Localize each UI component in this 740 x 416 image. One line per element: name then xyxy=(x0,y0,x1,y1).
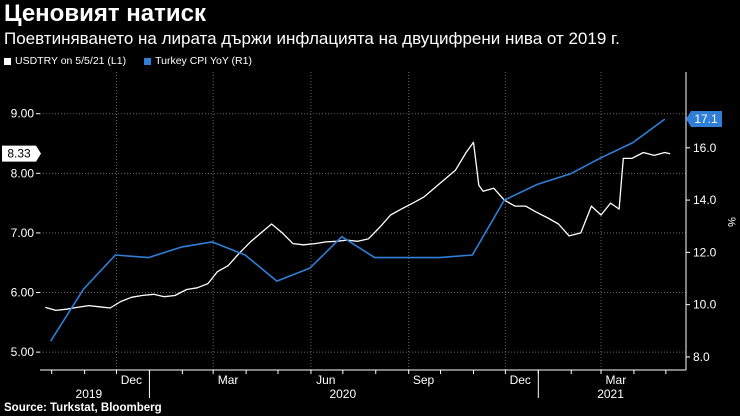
x-year-label: 2019 xyxy=(76,387,103,401)
legend-item-cpi: Turkey CPI YoY (R1) xyxy=(144,55,252,67)
x-tick-label: Sep xyxy=(413,373,435,387)
y-left-tick-label: 9.00 xyxy=(11,107,35,121)
legend-item-usdtry: USDTRY on 5/5/21 (L1) xyxy=(4,55,126,67)
y-left-tick-label: 7.00 xyxy=(11,226,35,240)
series-line-usdtry xyxy=(45,141,671,312)
x-year-label: 2021 xyxy=(597,387,624,401)
last-value-marker-cpi xyxy=(686,111,722,128)
x-tick-label: Mar xyxy=(218,373,239,387)
legend: USDTRY on 5/5/21 (L1) Turkey CPI YoY (R1… xyxy=(4,55,270,67)
source-note: Source: Turkstat, Bloomberg xyxy=(4,402,162,414)
x-tick-label: Jun xyxy=(316,373,335,387)
chart-subtitle: Поевтиняването на лирата държи инфлацият… xyxy=(4,29,620,48)
y-right-tick-label: 10.0 xyxy=(693,298,717,312)
last-value-marker-usdtry xyxy=(2,145,41,162)
y-left-tick-label: 6.00 xyxy=(11,286,35,300)
x-tick-label: Dec xyxy=(121,373,142,387)
last-value-label-usdtry: 8.33 xyxy=(7,147,31,161)
legend-label-cpi: Turkey CPI YoY (R1) xyxy=(155,55,252,67)
y-left-tick-label: 5.00 xyxy=(11,345,35,359)
x-tick-label: Mar xyxy=(606,373,627,387)
y-right-axis-label: % xyxy=(725,217,737,227)
series-line-cpi xyxy=(49,118,666,342)
y-left-tick-label: 8.00 xyxy=(11,166,35,180)
last-value-label-cpi: 17.1 xyxy=(694,112,718,126)
legend-label-usdtry: USDTRY on 5/5/21 (L1) xyxy=(15,55,127,67)
y-right-tick-label: 8.0 xyxy=(693,350,710,364)
legend-swatch-usdtry xyxy=(4,57,11,65)
y-right-tick-label: 12.0 xyxy=(693,245,717,259)
x-tick-label: Dec xyxy=(510,373,531,387)
x-year-label: 2020 xyxy=(329,387,356,401)
chart-title: Ценовият натиск xyxy=(4,0,206,27)
legend-swatch-cpi xyxy=(144,57,152,65)
y-right-tick-label: 14.0 xyxy=(693,193,717,207)
y-right-tick-label: 16.0 xyxy=(693,141,717,155)
